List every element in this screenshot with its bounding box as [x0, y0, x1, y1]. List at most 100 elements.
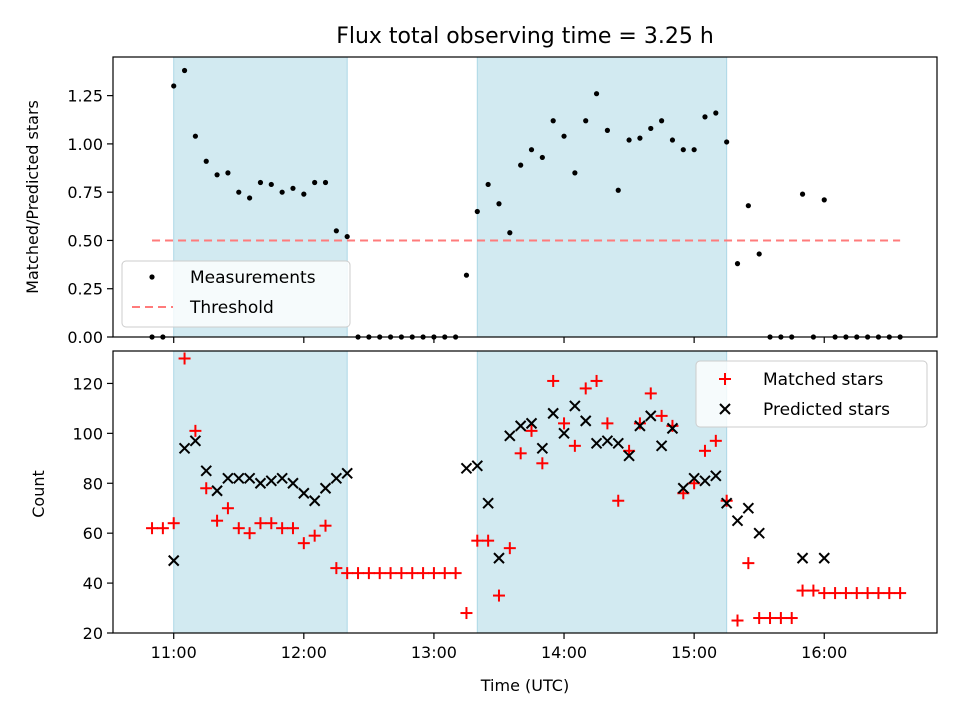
measurement-point	[203, 158, 209, 164]
predicted-star-point	[298, 487, 310, 499]
matched-star-point	[796, 584, 809, 597]
predicted-star-point	[514, 420, 527, 432]
predicted-star-point	[341, 467, 353, 479]
y-tick-label: 100	[72, 424, 103, 443]
measurement-point	[474, 208, 480, 215]
measurement-point	[322, 179, 329, 186]
predicted-star-point	[319, 482, 332, 494]
predicted-star-point	[720, 497, 733, 509]
measurement-point	[561, 133, 567, 139]
x-tick-label: 11:00	[151, 643, 197, 662]
legend-matched-label: Matched stars	[763, 370, 883, 390]
measurement-point	[821, 197, 827, 203]
matched-star-point	[254, 517, 267, 530]
matched-star-point	[384, 567, 397, 580]
predicted-star-point	[699, 475, 711, 487]
predicted-star-point	[536, 442, 549, 455]
measurement-point	[214, 172, 220, 178]
matched-star-point	[568, 439, 581, 452]
matched-star-point	[395, 567, 408, 580]
predicted-star-point	[558, 427, 570, 440]
predicted-star-point	[200, 465, 212, 477]
measurement-point	[181, 67, 188, 74]
y-tick-label: 1.00	[67, 135, 103, 154]
matched-star-point	[612, 494, 625, 507]
y-tick-label: 120	[72, 374, 103, 393]
matched-star-point	[655, 409, 668, 422]
predicted-stars-points	[168, 400, 830, 567]
measurement-point	[268, 181, 274, 188]
predicted-star-point	[233, 472, 245, 484]
legend-predicted-marker	[719, 403, 731, 415]
measurement-point	[279, 189, 285, 195]
top-axes-frame	[112, 56, 938, 338]
matched-star-point	[818, 587, 831, 600]
matched-star-point	[265, 517, 278, 530]
matched-star-point	[883, 587, 896, 600]
matched-star-point	[482, 534, 495, 547]
predicted-star-point	[623, 450, 635, 462]
x-axis-label: Time (UTC)	[480, 676, 569, 695]
predicted-star-point	[645, 410, 657, 422]
predicted-star-point	[547, 407, 559, 420]
x-tick-label: 12:00	[281, 643, 327, 662]
bottom-panel: 20 40 60 80 100 120 11:00 12:00 13:00 14:00 15:00…	[29, 350, 938, 695]
matched-star-point	[427, 567, 440, 580]
predicted-star-point	[590, 437, 603, 450]
y-tick-label: 60	[83, 524, 103, 543]
y-tick-label: 0.25	[67, 280, 103, 299]
matched-star-point	[178, 352, 191, 365]
predicted-star-point	[655, 440, 668, 452]
measurement-point	[236, 189, 242, 195]
measurement-point	[734, 261, 741, 267]
measurement-point	[257, 179, 264, 186]
matched-star-point	[373, 567, 386, 580]
x-tick-label: 16:00	[801, 643, 847, 662]
measurement-point	[518, 162, 524, 168]
matched-star-point	[514, 447, 527, 460]
measurement-point	[680, 147, 686, 153]
chart-title: Flux total observing time = 3.25 h	[336, 24, 714, 49]
matched-star-point	[601, 417, 614, 430]
matched-star-point	[742, 557, 755, 570]
matched-star-point	[330, 562, 343, 575]
measurement-point	[583, 118, 589, 124]
measurement-point	[669, 137, 676, 143]
matched-star-point	[774, 612, 787, 625]
matched-star-point	[297, 537, 310, 550]
measurement-point	[724, 139, 730, 145]
matched-star-point	[308, 529, 321, 542]
measurement-point	[648, 125, 654, 132]
measurement-point	[615, 187, 621, 193]
matched-star-point	[200, 482, 213, 495]
matched-star-point	[286, 522, 299, 535]
bottom-y-axis-label: Count	[29, 470, 48, 518]
measurement-point	[702, 114, 708, 120]
top-legend-box	[121, 260, 351, 328]
measurement-point	[691, 147, 697, 153]
predicted-star-point	[569, 400, 581, 412]
matched-star-point	[406, 567, 419, 580]
matched-star-point	[839, 587, 852, 600]
matched-star-point	[753, 612, 766, 625]
matched-star-point	[536, 457, 549, 470]
shaded-interval	[476, 56, 728, 338]
matched-star-point	[807, 584, 820, 597]
predicted-star-point	[471, 460, 484, 472]
measurement-point	[225, 170, 231, 176]
matched-star-point	[503, 542, 516, 555]
matched-star-point	[558, 417, 571, 430]
predicted-star-point	[330, 472, 343, 484]
bottom-legend: Matched stars Predicted stars	[695, 360, 928, 428]
matched-star-point	[471, 534, 484, 547]
measurement-point	[463, 272, 470, 278]
matched-star-point	[850, 587, 863, 600]
shaded-interval	[476, 350, 728, 634]
matched-star-point	[276, 522, 289, 535]
matched-star-point	[449, 567, 462, 580]
predicted-star-point	[818, 552, 830, 564]
matched-star-point	[167, 517, 180, 530]
matched-star-point	[547, 374, 560, 387]
